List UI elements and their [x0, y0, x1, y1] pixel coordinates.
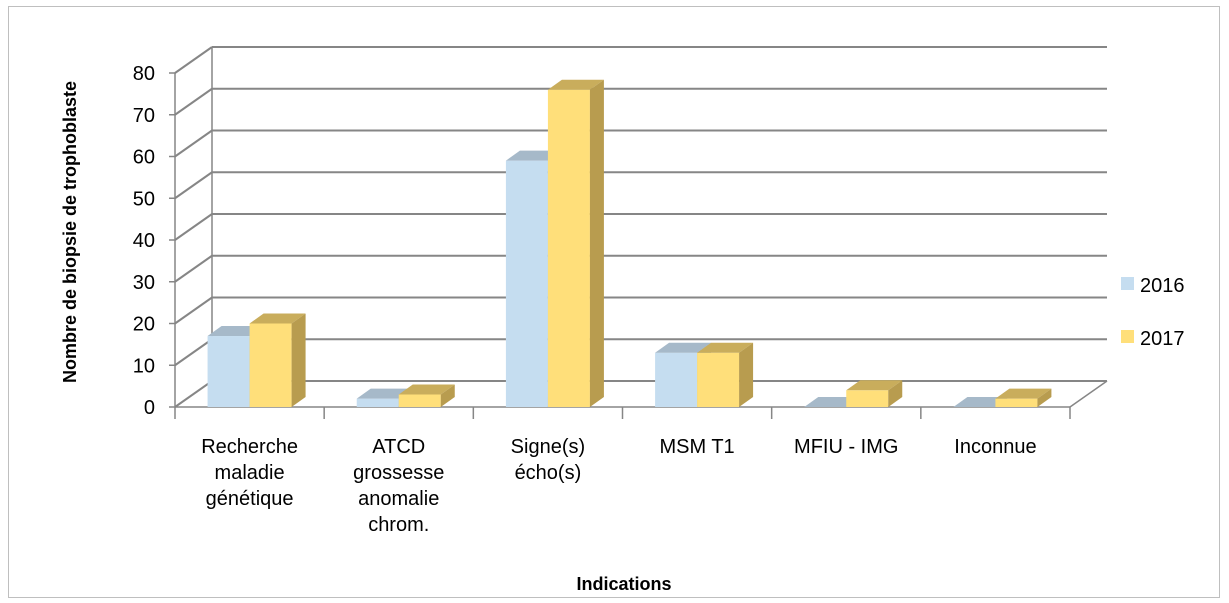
gridline-side	[174, 171, 213, 200]
x-category-label: MSM T1	[659, 436, 734, 458]
bar-top	[846, 380, 903, 391]
y-tick-label: 50	[133, 188, 155, 210]
x-category-line: Signe(s)	[511, 436, 585, 458]
y-tick-label: 70	[133, 105, 155, 127]
chart-frame	[8, 6, 1220, 598]
gridline-side	[174, 254, 213, 283]
x-category-label: Signe(s) écho(s)	[511, 436, 585, 484]
chart-floor	[174, 380, 1108, 419]
bar-top	[655, 342, 712, 353]
x-category-line: MFIU - IMG	[794, 436, 898, 458]
bar	[846, 380, 903, 407]
x-category-line: ATCD	[372, 436, 425, 458]
bar	[697, 342, 754, 407]
y-tick-label: 40	[133, 230, 155, 252]
bar-top	[697, 342, 754, 353]
gridline-side	[174, 213, 213, 241]
x-category-line: MSM T1	[659, 436, 734, 458]
bar-front	[398, 394, 441, 407]
bar-side	[589, 79, 604, 407]
bar-side	[739, 342, 754, 407]
bar-top	[249, 313, 306, 324]
bar-top	[398, 384, 455, 395]
x-category-line: grossesse	[353, 462, 444, 484]
bar-side	[291, 313, 306, 407]
bar-front	[697, 352, 740, 407]
x-category-line: Recherche	[201, 436, 298, 458]
bar-front	[505, 160, 548, 407]
gridline-side	[174, 296, 213, 325]
floor-right-edge	[1069, 380, 1108, 408]
legend: 2016 2017	[1121, 275, 1185, 350]
x-category-line: Inconnue	[954, 436, 1036, 458]
y-axis-ticks: 0 10 20 30 40 50 60 70 80	[133, 63, 175, 419]
y-tick-label: 30	[133, 272, 155, 294]
legend-label: 2016	[1140, 275, 1185, 297]
gridlines	[174, 46, 1107, 408]
gridline-side	[174, 338, 213, 367]
bars	[207, 79, 1052, 408]
x-category-line: anomalie	[358, 488, 439, 510]
bar-front	[207, 336, 250, 407]
x-category-label: Inconnue	[954, 436, 1036, 458]
y-tick-label: 60	[133, 147, 155, 169]
gridline-side	[174, 87, 213, 116]
bar-top	[995, 388, 1052, 399]
x-category-line: chrom.	[368, 514, 429, 536]
bar-side	[440, 384, 455, 407]
x-axis-label: Indications	[576, 574, 671, 594]
legend-swatch	[1121, 277, 1134, 290]
bar	[995, 388, 1052, 407]
bar-side	[888, 380, 903, 407]
bar-front	[249, 323, 292, 407]
bar	[547, 79, 604, 407]
gridline-side	[174, 380, 213, 408]
bar-front	[995, 398, 1038, 407]
y-axis-label: Nombre de biopsie de trophoblaste	[60, 81, 80, 383]
x-category-label: Recherche maladie génétique	[201, 436, 298, 510]
legend-swatch	[1121, 330, 1134, 343]
gridline-side	[174, 129, 213, 158]
y-tick-label: 20	[133, 314, 155, 336]
bar-front	[547, 89, 590, 407]
x-category-line: écho(s)	[515, 462, 582, 484]
bar-front	[655, 352, 698, 407]
y-tick-label: 80	[133, 63, 155, 85]
gridline-side	[174, 46, 213, 74]
x-axis-categories: Recherche maladie génétique ATCD grossesse an…	[201, 436, 1036, 536]
x-category-line: maladie	[215, 462, 285, 484]
bar-top	[547, 79, 604, 90]
bar-front	[846, 390, 889, 407]
bar-side	[1037, 388, 1052, 407]
legend-label: 2017	[1140, 328, 1185, 350]
x-category-line: génétique	[206, 488, 294, 510]
x-category-label: MFIU - IMG	[794, 436, 898, 458]
bar	[249, 313, 306, 407]
legend-item: 2016	[1121, 275, 1185, 297]
bar-front	[356, 398, 399, 407]
y-tick-label: 10	[133, 355, 155, 377]
bar	[398, 384, 455, 407]
y-tick-label: 0	[144, 397, 155, 419]
legend-item: 2017	[1121, 328, 1185, 350]
x-category-label: ATCD grossesse anomalie chrom.	[353, 436, 444, 536]
